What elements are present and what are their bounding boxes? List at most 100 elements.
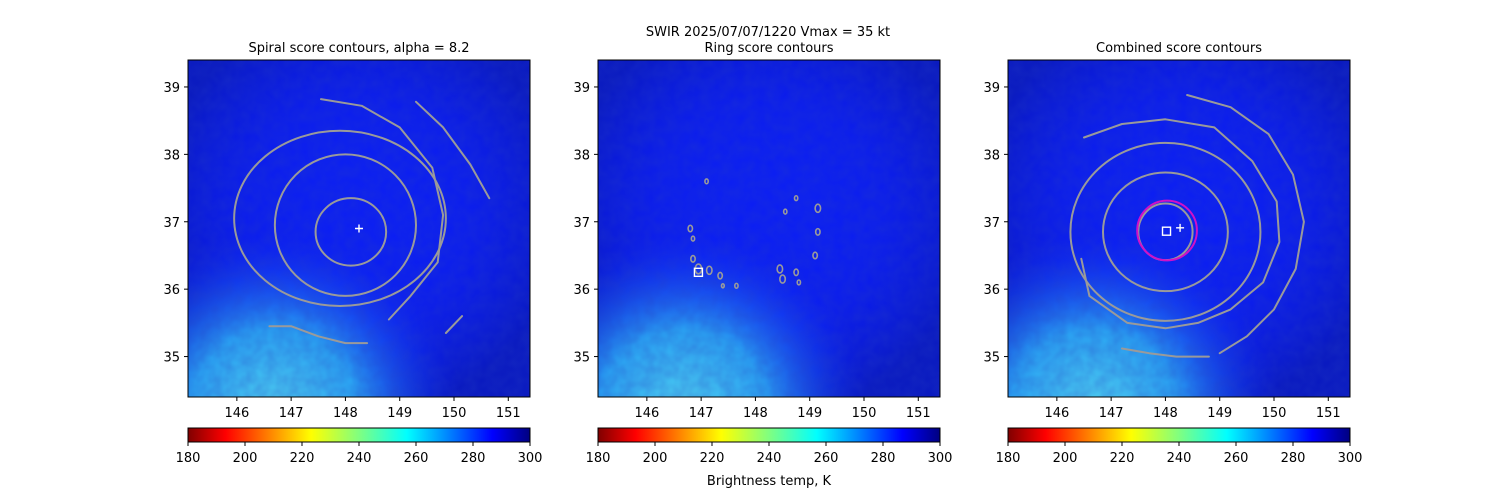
colorbar-tick-label: 260 [404,451,429,466]
score-contour [1080,118,1281,330]
colorbar-tick-label: 180 [586,451,611,466]
y-tick-label: 38 [573,148,590,163]
figure-suptitle: SWIR 2025/07/07/1220 Vmax = 35 kt [646,25,890,40]
score-contour [690,235,696,242]
score-contour [233,129,447,308]
y-tick-label: 39 [163,81,180,96]
x-tick-label: 146 [224,406,249,421]
axes-frame [597,59,941,398]
y-tick-label: 35 [163,351,180,366]
score-contour [705,265,713,276]
colorbar-tick-label: 200 [1053,451,1078,466]
x-tick-label: 150 [442,406,467,421]
score-contour [733,282,739,290]
y-tick-label: 37 [573,216,590,231]
score-contour [687,224,694,233]
score-contour [1069,141,1262,322]
colorbar [187,427,531,443]
score-contour [690,254,696,263]
center-square-marker [1161,226,1172,236]
colorbar-tick-label: 220 [290,451,315,466]
y-tick-label: 39 [573,81,590,96]
x-tick-label: 149 [387,406,412,421]
score-contour [779,274,787,284]
colorbar-tick-label: 300 [928,451,953,466]
x-tick-label: 151 [496,406,521,421]
x-tick-label: 147 [279,406,304,421]
axes-frame [1007,59,1351,398]
x-tick-label: 149 [1207,406,1232,421]
colorbar-tick-label: 180 [996,451,1021,466]
colorbar-tick-label: 260 [814,451,839,466]
x-tick-label: 150 [852,406,877,421]
colorbar-tick-label: 240 [347,451,372,466]
colorbar-tick-label: 280 [871,451,896,466]
brightness-heatmap [188,60,530,397]
score-contour [793,194,799,202]
x-tick-label: 150 [1262,406,1287,421]
y-tick-label: 38 [983,148,1000,163]
axes-frame [187,59,531,398]
center-plus-marker [1176,223,1185,232]
x-tick-label: 151 [1316,406,1341,421]
colorbar-tick-label: 180 [176,451,201,466]
score-contour [273,153,417,297]
panel-1: Spiral score contours, alpha = 8.2 146 147… [163,41,542,466]
y-tick-label: 38 [163,148,180,163]
score-contour [704,178,709,185]
x-tick-label: 146 [1044,406,1069,421]
colorbar-tick-label: 300 [518,451,543,466]
y-tick-label: 36 [573,283,590,298]
panel-3: Combined score contours 146 147 148 149 150 15… [983,41,1362,466]
score-contour [814,203,822,214]
x-tick-label: 148 [333,406,358,421]
colorbar-tick-label: 300 [1338,451,1363,466]
x-tick-label: 151 [906,406,931,421]
y-tick-label: 36 [163,283,180,298]
score-contour [782,208,788,215]
colorbar [1007,427,1351,443]
y-tick-label: 37 [163,216,180,231]
y-tick-label: 39 [983,81,1000,96]
score-contour [268,325,369,345]
score-contour [1186,94,1305,355]
score-contour [720,282,726,289]
y-tick-label: 35 [573,351,590,366]
x-tick-label: 147 [1099,406,1124,421]
colorbar-tick-label: 200 [643,451,668,466]
colorbar-tick-label: 240 [757,451,782,466]
panel-2: Ring score contours 146 147 148 149 150 151 35 3… [573,41,952,466]
colorbar-tick-label: 220 [700,451,725,466]
x-tick-label: 149 [797,406,822,421]
x-tick-label: 148 [743,406,768,421]
score-contour [812,251,819,260]
center-plus-marker [355,224,363,233]
colorbar-tick-label: 240 [1167,451,1192,466]
x-tick-label: 146 [634,406,659,421]
score-contour [793,268,800,277]
panel-title: Spiral score contours, alpha = 8.2 [248,41,469,56]
panel-title: Combined score contours [1096,41,1262,56]
score-contour [320,98,445,321]
colorbar-tick-label: 280 [1281,451,1306,466]
y-tick-label: 36 [983,283,1000,298]
panel-title: Ring score contours [704,41,833,56]
colorbar-tick-label: 200 [233,451,258,466]
y-tick-label: 37 [983,216,1000,231]
brightness-heatmap [598,60,940,397]
x-tick-label: 147 [689,406,714,421]
colorbar-tick-label: 260 [1224,451,1249,466]
score-contour [1121,347,1210,358]
score-contour [314,197,388,267]
score-contour [415,100,491,200]
score-contour [444,315,464,334]
score-contour [1102,171,1229,293]
colorbar-tick-label: 280 [461,451,486,466]
score-contour [717,271,724,280]
score-contour [796,279,802,286]
center-square-marker [693,267,704,278]
fitted-ring [1136,199,1198,262]
colorbar-label: Brightness temp, K [707,474,832,489]
score-contour [814,227,821,236]
